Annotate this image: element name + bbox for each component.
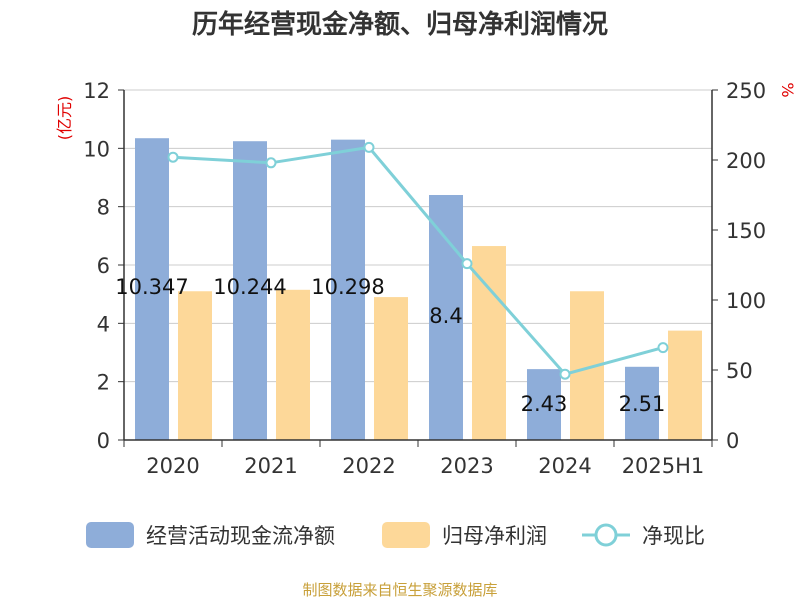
- bar-profit[interactable]: [668, 330, 702, 440]
- point-ratio[interactable]: [657, 342, 669, 354]
- legend: 经营活动现金流净额 归母净利润 净现比: [86, 522, 705, 548]
- category-label: 2024: [538, 454, 591, 478]
- line-series: [167, 141, 669, 380]
- data-label-cashflow: 10.244: [213, 275, 286, 299]
- legend-marker-ratio: [594, 523, 618, 547]
- bar-cashflow[interactable]: [625, 366, 659, 440]
- right-axis-unit: %: [778, 82, 797, 97]
- right-tick-label: 250: [726, 79, 766, 103]
- category-label: 2021: [244, 454, 297, 478]
- line-ratio: [172, 145, 664, 376]
- bar-profit[interactable]: [472, 246, 506, 440]
- bar-series: [135, 138, 702, 440]
- left-tick-label: 2: [97, 371, 110, 395]
- grid-lines: [124, 89, 712, 383]
- data-label-cashflow: 8.4: [429, 304, 462, 328]
- left-tick-label: 4: [97, 312, 110, 336]
- data-label-cashflow: 2.43: [521, 392, 568, 416]
- bar-profit[interactable]: [178, 291, 212, 440]
- left-tick-label: 12: [83, 79, 110, 103]
- bar-cashflow[interactable]: [233, 141, 267, 440]
- right-tick-label: 200: [726, 149, 766, 173]
- bar-cashflow[interactable]: [331, 139, 365, 440]
- data-labels: 10.347 10.244 10.298 8.4 2.43 2.51: [115, 275, 665, 416]
- right-tick-label: 100: [726, 289, 766, 313]
- right-tick-label: 150: [726, 219, 766, 243]
- legend-swatch-cashflow: [86, 522, 134, 548]
- left-tick-label: 10: [83, 137, 110, 161]
- point-ratio[interactable]: [363, 141, 375, 153]
- bar-profit[interactable]: [276, 289, 310, 440]
- legend-swatch-profit: [382, 522, 430, 548]
- category-label: 2023: [440, 454, 493, 478]
- category-label: 2020: [146, 454, 199, 478]
- left-tick-label: 6: [97, 254, 110, 278]
- point-ratio[interactable]: [167, 151, 179, 163]
- bar-cashflow[interactable]: [429, 195, 463, 440]
- left-axis-unit: (亿元): [55, 96, 74, 141]
- right-tick-label: 0: [726, 429, 739, 453]
- legend-item-profit[interactable]: 归母净利润: [382, 522, 547, 548]
- category-label: 2025H1: [622, 454, 705, 478]
- right-tick-label: 50: [726, 359, 753, 383]
- axes: 0 2 4 6 8 10 12 0 50 100 150 200 250 2020 2021 2022 2023…: [83, 79, 766, 478]
- left-tick-label: 0: [97, 429, 110, 453]
- chart-title: 历年经营现金净额、归母净利润情况: [192, 9, 608, 40]
- left-tick-label: 8: [97, 196, 110, 220]
- legend-item-cashflow[interactable]: 经营活动现金流净额: [86, 522, 335, 548]
- data-label-cashflow: 2.51: [619, 392, 666, 416]
- bar-cashflow[interactable]: [135, 138, 169, 440]
- legend-label-ratio: 净现比: [642, 524, 705, 548]
- data-source: 制图数据来自恒生聚源数据库: [302, 581, 497, 599]
- point-ratio[interactable]: [559, 368, 571, 380]
- point-ratio[interactable]: [265, 157, 277, 169]
- data-label-cashflow: 10.347: [115, 275, 188, 299]
- category-label: 2022: [342, 454, 395, 478]
- bar-profit[interactable]: [374, 297, 408, 440]
- legend-label-profit: 归母净利润: [442, 524, 547, 548]
- legend-label-cashflow: 经营活动现金流净额: [146, 524, 335, 548]
- data-label-cashflow: 10.298: [311, 275, 384, 299]
- bar-cashflow[interactable]: [527, 369, 561, 440]
- legend-item-ratio[interactable]: 净现比: [582, 523, 705, 548]
- point-ratio[interactable]: [461, 258, 473, 270]
